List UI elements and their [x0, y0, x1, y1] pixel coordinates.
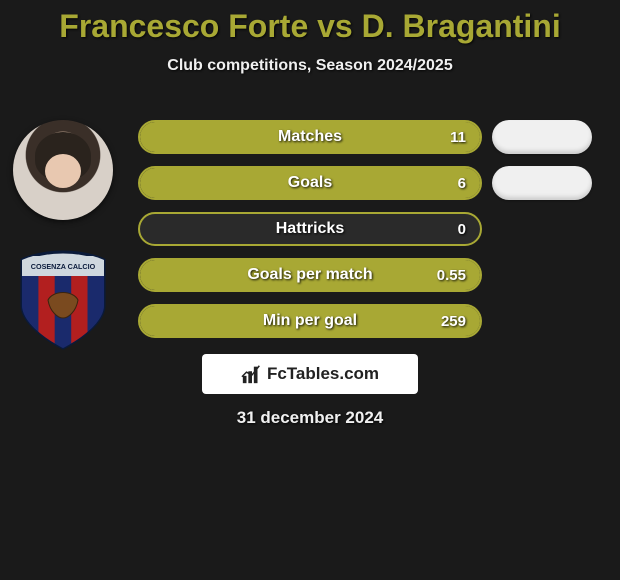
- stat-bar-label: Matches: [140, 122, 480, 152]
- stat-bar-value: 6: [458, 168, 466, 198]
- stat-bar-label: Min per goal: [140, 306, 480, 336]
- player-avatar: [13, 120, 113, 220]
- site-badge-label: FcTables.com: [267, 364, 379, 384]
- stat-bar: Hattricks0: [138, 212, 482, 246]
- left-avatars: COSENZA CALCIO: [8, 120, 118, 350]
- crest-text: COSENZA CALCIO: [31, 262, 96, 271]
- stat-bar-label: Goals: [140, 168, 480, 198]
- stat-bar-label: Hattricks: [140, 214, 480, 244]
- page-title: Francesco Forte vs D. Bragantini: [0, 0, 620, 45]
- site-badge: FcTables.com: [202, 354, 418, 394]
- stat-bar-value: 0: [458, 214, 466, 244]
- club-crest: COSENZA CALCIO: [18, 250, 108, 350]
- pill-spacer: [492, 304, 612, 338]
- pill-spacer: [492, 212, 612, 246]
- stat-bar: Goals per match0.55: [138, 258, 482, 292]
- pill-spacer: [492, 258, 612, 292]
- stat-bar-value: 11: [450, 122, 466, 152]
- comparison-pill: [492, 120, 592, 154]
- page-subtitle: Club competitions, Season 2024/2025: [0, 57, 620, 75]
- right-pills: [492, 120, 612, 338]
- stat-bar-label: Goals per match: [140, 260, 480, 290]
- snapshot-date: 31 december 2024: [0, 408, 620, 428]
- stat-bar-value: 259: [441, 306, 466, 336]
- stat-bar: Min per goal259: [138, 304, 482, 338]
- stat-bar: Matches11: [138, 120, 482, 154]
- bars-icon: [241, 363, 263, 385]
- stat-bars: Matches11 Goals6 Hattricks0 Goals per match…: [138, 120, 482, 338]
- stat-bar-value: 0.55: [437, 260, 466, 290]
- comparison-pill: [492, 166, 592, 200]
- stat-bar: Goals6: [138, 166, 482, 200]
